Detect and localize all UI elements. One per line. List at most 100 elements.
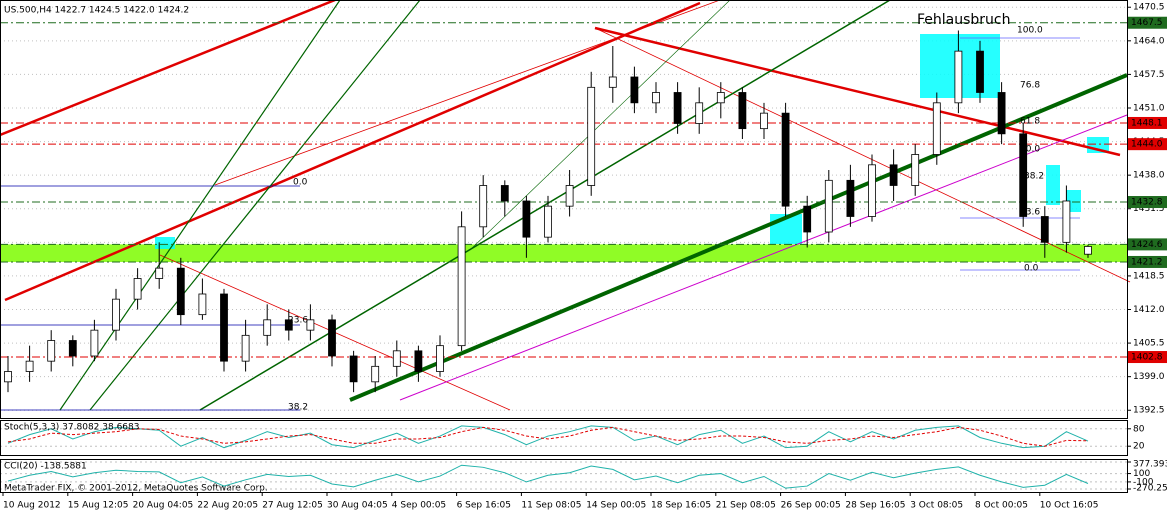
y-tick-label: 1438.0 [1133, 171, 1165, 181]
candle-body [176, 267, 185, 316]
candle-body [846, 179, 855, 217]
candle-body [263, 319, 272, 336]
candle-body [868, 164, 876, 217]
fib-label: 38.2 [1024, 172, 1044, 182]
trend-line [594, 26, 1121, 157]
candle-body [1019, 133, 1028, 217]
y-tick-label: 100 [1133, 469, 1150, 479]
x-tick-label: 20 Aug 04:05 [133, 501, 194, 511]
x-tick-label: 22 Aug 20:05 [197, 501, 258, 511]
candle-body [1062, 200, 1071, 243]
fib-label: 23.6 [1020, 208, 1040, 218]
indicator-line [7, 425, 1089, 449]
trend-line [594, 27, 1131, 283]
candle-body [781, 112, 790, 207]
candle-body [932, 102, 941, 155]
panel-frame [0, 420, 1128, 456]
candle-body [1084, 246, 1092, 255]
price-tag [1128, 196, 1167, 209]
candle-body [457, 226, 466, 347]
candle-body [911, 154, 920, 186]
candle-body [695, 102, 704, 124]
candle-body [155, 267, 164, 279]
candle-body [803, 205, 812, 233]
trend-line [469, 0, 731, 251]
candle-body [371, 365, 380, 383]
annotation: Fehlausbruch [917, 12, 1011, 28]
y-tick-label: -270.256 [1133, 484, 1167, 494]
y-tick-label: 1399.0 [1133, 372, 1165, 382]
candle-body [90, 329, 99, 357]
panel-frame [0, 0, 1128, 419]
highlight-box [1046, 165, 1060, 205]
trend-line [214, 0, 721, 186]
trend-line [399, 114, 1128, 401]
trend-line [4, 1, 701, 302]
candle-body [824, 179, 833, 233]
price-tag-label: 1432.8 [1131, 198, 1163, 208]
x-tick-label: 3 Oct 08:05 [910, 501, 963, 511]
candle-body [760, 112, 768, 130]
candle-body [500, 185, 509, 202]
fib-label: 23.6 [288, 316, 308, 326]
candle-body [522, 200, 531, 238]
x-tick-label: 21 Sep 08:05 [716, 501, 776, 511]
price-tag [1128, 16, 1167, 29]
trend-line [59, 0, 341, 411]
candle-body [68, 340, 77, 357]
candle-body [673, 92, 682, 124]
candle-body [436, 345, 444, 372]
candle-body [220, 293, 228, 362]
fib-label: 100.0 [1017, 26, 1043, 36]
fib-label: 50.0 [1020, 145, 1040, 155]
panel-frame [0, 459, 1128, 493]
candle-body [565, 185, 574, 207]
highlight-box [155, 237, 175, 249]
price-tag [1128, 255, 1167, 268]
x-tick-label: 15 Aug 12:05 [68, 501, 129, 511]
candle-body [198, 293, 207, 316]
fib-label: 76.8 [1020, 81, 1040, 91]
candle-body [392, 350, 401, 367]
trend-line [349, 73, 1128, 402]
indicator-line [7, 426, 1089, 447]
candle-body [133, 278, 142, 300]
indicator-line [7, 464, 1089, 489]
y-tick-label: 1418.5 [1133, 271, 1165, 281]
candle-body [47, 340, 56, 362]
candle-body [608, 76, 617, 88]
y-tick-label: 1392.5 [1133, 406, 1165, 416]
fib-label: 38.2 [288, 403, 308, 413]
candle-body [349, 355, 358, 383]
x-tick-label: 6 Sep 16:05 [457, 501, 511, 511]
support-zone [0, 244, 1127, 262]
candle-body [652, 92, 660, 104]
price-tag [1128, 138, 1167, 151]
y-tick-label: 1464.0 [1133, 36, 1165, 46]
candle-body [997, 92, 1006, 135]
y-tick-label: 1431.5 [1133, 204, 1165, 214]
candle-body [544, 205, 552, 238]
price-tag-label: 1424.6 [1131, 240, 1163, 250]
candle-body [716, 92, 725, 104]
indicator-title: CCI(20) -138.5881 [4, 462, 87, 472]
x-tick-label: 10 Oct 16:05 [1040, 501, 1099, 511]
x-tick-label: 14 Sep 00:05 [586, 501, 646, 511]
candle-body [1040, 216, 1049, 243]
candle-body [112, 298, 120, 331]
price-tag-label: 1421.2 [1131, 257, 1163, 267]
candle-body [284, 319, 293, 331]
candle-body [4, 371, 12, 383]
price-tag-label: 1448.1 [1131, 118, 1163, 128]
candle-body [630, 76, 639, 104]
fib-label: 0.0 [1024, 264, 1039, 274]
x-tick-label: 10 Aug 2012 [3, 501, 61, 511]
y-tick-label: 80 [1133, 424, 1145, 434]
price-tag-label: 1467.5 [1131, 18, 1163, 28]
y-tick-label: 377.393 [1133, 460, 1167, 470]
candle-body [587, 86, 596, 186]
y-tick-label: 1470.5 [1133, 3, 1165, 13]
indicator-title: Stoch(5,3,3) 37.8082 38.6683 [4, 423, 139, 433]
price-tag [1128, 116, 1167, 129]
